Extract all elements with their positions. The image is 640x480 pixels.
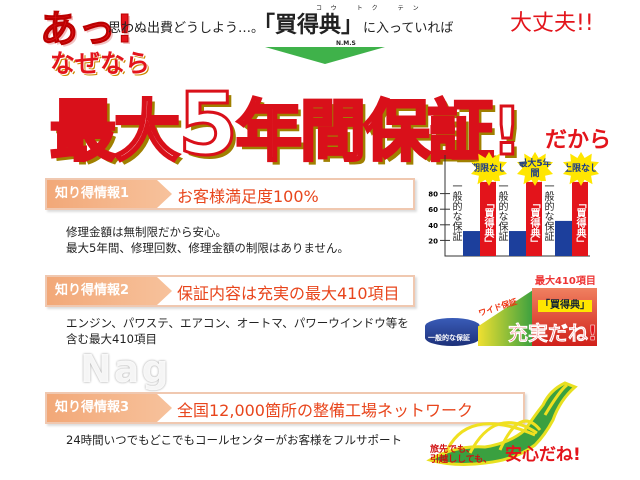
general-bar-label: 一般的な保証	[450, 181, 461, 241]
down-arrow-icon	[265, 47, 385, 64]
brand-name: 「買得典」	[264, 13, 364, 38]
y-tick-label: 60	[428, 206, 438, 214]
hero-number: 5	[177, 75, 240, 175]
bar-brand	[526, 181, 542, 256]
japan-map-icon	[426, 381, 578, 466]
general-bar-label: 一般的な保証	[496, 181, 507, 241]
lead-text: 思わぬ出費どうしよう…。「買得典」に入っていれば	[108, 14, 453, 41]
naze-text: なぜなら	[50, 49, 151, 78]
brand-ruby: コウ トク テン	[316, 5, 428, 12]
section-label: 知り得情報2	[47, 277, 172, 305]
info-section-1: 知り得情報1 お客様満足度100%	[45, 178, 415, 210]
info-section-2: 知り得情報2 保証内容は充実の最大410項目	[45, 275, 415, 307]
travel-text: 旅先でも、 引越ししても、	[430, 445, 492, 465]
general-label: 一般的な保証	[428, 334, 470, 342]
hero-headline: 最大5年間保証!	[49, 81, 524, 170]
y-tick-label: 80	[428, 191, 438, 199]
section-label: 知り得情報3	[47, 394, 172, 422]
lead-tail: に入っていれば	[363, 21, 454, 36]
travel-line: 引越ししても、	[430, 455, 493, 465]
comparison-chart: 20 40 60 80	[428, 155, 590, 257]
section-title: 保証内容は充実の最大410項目	[177, 284, 400, 303]
bar-general	[555, 220, 572, 256]
max-items: 最大410項目	[535, 276, 596, 287]
slogan-3: 安心だね!	[505, 445, 581, 465]
body-line: 含む最大410項目	[66, 332, 157, 346]
lead-question: 思わぬ出費どうしよう…。	[108, 21, 265, 36]
travel-line: 旅先でも、	[430, 445, 475, 455]
brand-bar-label: 「買得典」	[482, 197, 493, 248]
brand-badge: 「買得典」	[538, 300, 592, 312]
bar-brand	[572, 181, 588, 256]
bar-general	[509, 231, 526, 256]
y-tick-label: 40	[428, 222, 438, 230]
brand-bar-label: 「買得典」	[574, 197, 585, 248]
general-bar-label: 一般的な保証	[542, 181, 553, 241]
bar-brand	[480, 181, 496, 256]
info-section-3: 知り得情報3 全国12,000箇所の整備工場ネットワーク	[45, 392, 525, 424]
section-title: お客様満足度100%	[177, 187, 319, 206]
y-tick-label: 20	[428, 237, 438, 245]
slogan-2: 充実だね!	[508, 321, 598, 345]
brand-sub: N.M.S	[336, 40, 356, 47]
hero-pre: 最大	[49, 93, 182, 170]
body-line: エンジン、パワステ、エアコン、オートマ、パワーウインドウ等を	[66, 316, 409, 330]
section-body: エンジン、パワステ、エアコン、オートマ、パワーウインドウ等を 含む最大410項目	[66, 315, 409, 347]
watermark: Nag	[80, 347, 171, 391]
body-line: 最大5年間、修理回数、修理金額の制限はありません。	[66, 241, 349, 255]
body-line: 24時間いつでもどこでもコールセンターがお客様をフルサポート	[66, 433, 403, 447]
bar-general	[463, 231, 480, 256]
dakara-text: だから	[545, 128, 612, 153]
section-label: 知り得情報1	[47, 180, 172, 208]
section-body: 24時間いつでもどこでもコールセンターがお客様をフルサポート	[66, 432, 402, 448]
brand-box	[532, 288, 597, 346]
general-cylinder	[425, 318, 480, 346]
ok-text: 大丈夫!!	[510, 11, 594, 36]
exclaim-heading: あっ!	[39, 7, 134, 52]
body-line: 修理金額は無制限だから安心。	[66, 225, 227, 239]
brand-bar-label: 「買得典」	[528, 197, 539, 248]
section-title: 全国12,000箇所の整備工場ネットワーク	[177, 401, 473, 420]
hero-post: 年間保証!	[234, 93, 523, 170]
section-body: 修理金額は無制限だから安心。最大5年間、修理回数、修理金額の制限はありません。	[66, 224, 349, 256]
